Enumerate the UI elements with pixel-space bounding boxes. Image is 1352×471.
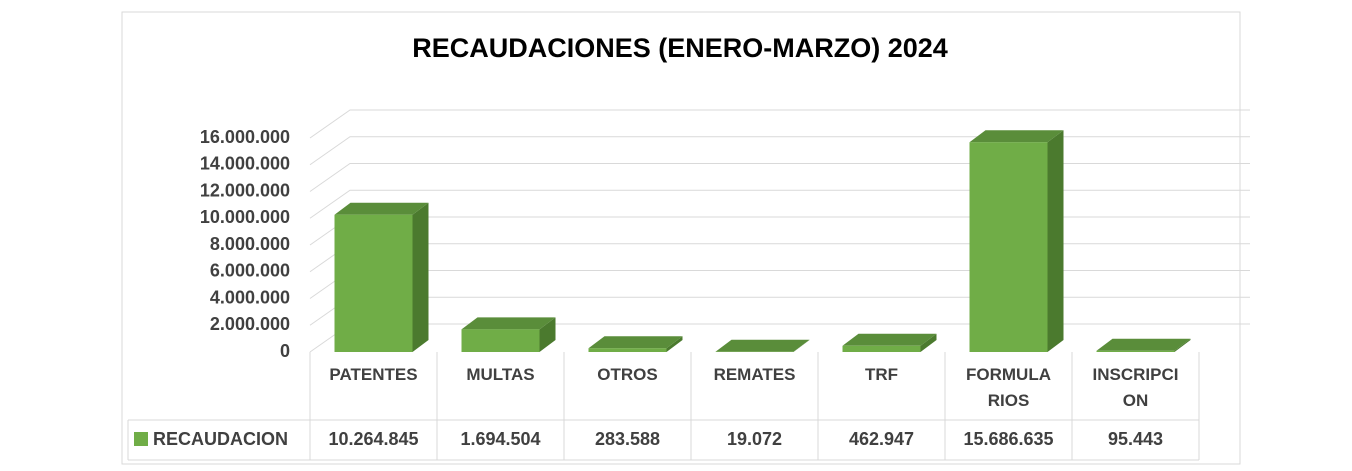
chart-title: RECAUDACIONES (ENERO-MARZO) 2024 bbox=[412, 33, 948, 63]
bar-top bbox=[1096, 338, 1191, 351]
bar bbox=[969, 142, 1048, 352]
y-tick-label: 8.000.000 bbox=[210, 234, 290, 254]
bar-side bbox=[1174, 338, 1191, 352]
bar bbox=[1096, 350, 1175, 352]
category-label: PATENTES bbox=[329, 365, 418, 384]
table-value: 10.264.845 bbox=[328, 429, 418, 449]
table-value: 1.694.504 bbox=[460, 429, 540, 449]
table-value: 15.686.635 bbox=[963, 429, 1053, 449]
y-tick-label: 10.000.000 bbox=[200, 207, 290, 227]
bar-side bbox=[666, 336, 683, 352]
y-tick-label: 16.000.000 bbox=[200, 127, 290, 147]
table-value: 95.443 bbox=[1108, 429, 1163, 449]
bar-top bbox=[842, 333, 937, 346]
bar-side bbox=[1047, 130, 1064, 352]
table-value: 19.072 bbox=[727, 429, 782, 449]
legend-label: RECAUDACION bbox=[153, 429, 288, 449]
table-value: 462.947 bbox=[849, 429, 914, 449]
grid-line bbox=[309, 109, 1250, 139]
y-tick-label: 14.000.000 bbox=[200, 154, 290, 174]
bar-top bbox=[715, 339, 810, 352]
bar bbox=[461, 329, 540, 352]
category-label: INSCRIPCION bbox=[1092, 365, 1179, 410]
y-tick-label: 12.000.000 bbox=[200, 180, 290, 200]
bar-side bbox=[920, 333, 937, 352]
grid-line bbox=[309, 136, 1250, 166]
y-tick-label: 0 bbox=[280, 341, 290, 361]
bar-top bbox=[334, 202, 429, 215]
y-tick-label: 4.000.000 bbox=[210, 287, 290, 307]
category-label: FORMULARIOS bbox=[966, 365, 1051, 410]
legend-swatch bbox=[134, 432, 148, 446]
bar bbox=[842, 345, 921, 352]
bar-top bbox=[461, 317, 556, 330]
table-value: 283.588 bbox=[595, 429, 660, 449]
category-label: TRF bbox=[864, 365, 899, 384]
bar-side bbox=[539, 317, 556, 352]
category-label: REMATES bbox=[713, 365, 796, 384]
bar-top bbox=[588, 336, 683, 349]
bar-side bbox=[412, 202, 429, 352]
grid-line bbox=[309, 163, 1250, 192]
bar bbox=[334, 214, 413, 352]
grid-line bbox=[309, 189, 1250, 219]
bar bbox=[588, 348, 667, 352]
category-label: MULTAS bbox=[466, 365, 535, 384]
y-tick-label: 6.000.000 bbox=[210, 261, 290, 281]
bar-top bbox=[969, 130, 1064, 143]
y-tick-label: 2.000.000 bbox=[210, 314, 290, 334]
category-label: OTROS bbox=[597, 365, 658, 384]
bar-side bbox=[793, 339, 810, 352]
